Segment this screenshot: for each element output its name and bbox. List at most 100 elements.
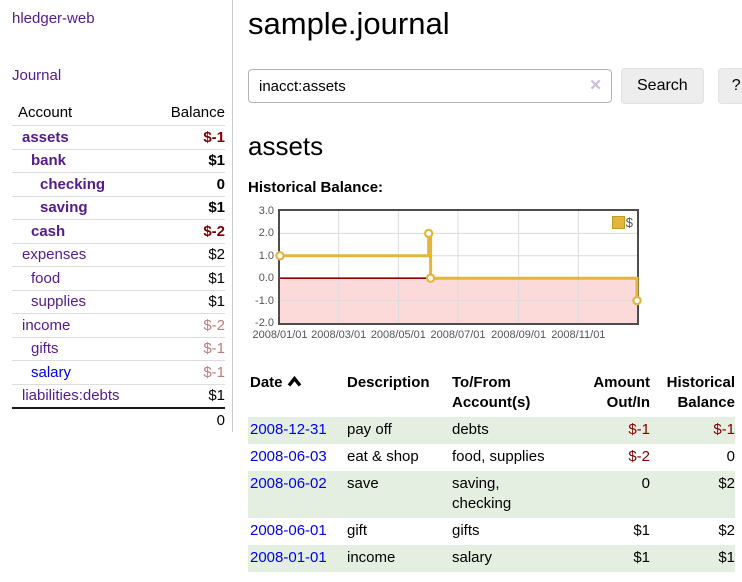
transaction-description: save	[347, 475, 379, 492]
transaction-description: income	[347, 549, 396, 566]
sidebar-account-income[interactable]: income	[22, 316, 71, 334]
chart-canvas	[275, 211, 642, 323]
transaction-date-link[interactable]: 2008-06-01	[250, 522, 327, 539]
chart-title: Historical Balance:	[248, 179, 384, 196]
account-balance: $-1	[148, 125, 225, 149]
transaction-date-link[interactable]: 2008-06-02	[250, 475, 327, 492]
sidebar-account-cash[interactable]: cash	[31, 222, 66, 240]
account-balance: 0	[148, 172, 225, 196]
sidebar-item-journal[interactable]: Journal	[12, 67, 62, 84]
y-tick-label: -2.0	[255, 317, 274, 329]
historical-balance-chart: 3.0 2.0 1.0 0.0 -1.0 -2.0 $ 2008/01/01 2008/03…	[248, 205, 742, 351]
account-row: supplies $1	[12, 289, 225, 314]
transaction-balance: 0	[726, 448, 735, 465]
sidebar-account-liabilities-debts[interactable]: liabilities:debts	[22, 387, 120, 404]
transaction-amount: $-2	[628, 448, 650, 465]
y-tick-label: 2.0	[258, 227, 274, 240]
x-tick-label: 2008/07/01	[430, 329, 486, 341]
account-row: cash $-2	[12, 219, 225, 243]
account-balance: $1	[148, 148, 225, 173]
legend-label: $	[625, 215, 633, 230]
transaction-balance: $2	[718, 475, 735, 492]
account-row: food $1	[12, 266, 225, 290]
account-balance: $-1	[148, 336, 225, 361]
register-row: 2008-06-01 gift gifts $1 $2	[248, 518, 735, 545]
main-content: sample.journal ✕ Search ? assets Histori…	[233, 0, 742, 572]
account-balance: $1	[148, 289, 225, 314]
search-button[interactable]: Search	[621, 68, 704, 104]
transaction-accounts: food, supplies	[452, 448, 545, 465]
register-row: 2008-06-02 save saving, checking 0 $2	[248, 471, 735, 518]
search-input[interactable]	[248, 69, 612, 103]
accounts-table: Account Balance assets $-1 bank $1 checking 0…	[12, 101, 225, 432]
accounts-col-balance: Balance	[170, 104, 225, 121]
sidebar-account-saving[interactable]: saving	[40, 199, 88, 216]
sidebar-account-checking[interactable]: checking	[40, 175, 106, 193]
accounts-total-row: 0	[12, 407, 225, 432]
transaction-accounts: saving, checking	[452, 475, 512, 512]
brand-link[interactable]: hledger-web	[12, 10, 95, 27]
transaction-description: gift	[347, 522, 368, 539]
account-balance: $1	[148, 195, 225, 220]
page-title: sample.journal	[248, 6, 450, 41]
transaction-date-link[interactable]: 2008-06-03	[250, 448, 327, 465]
sidebar-account-bank[interactable]: bank	[31, 152, 67, 169]
sidebar-account-assets[interactable]: assets	[22, 128, 69, 146]
sidebar-account-salary[interactable]: salary	[31, 363, 72, 381]
y-tick-label: -1.0	[255, 294, 274, 307]
y-tick-label: 3.0	[258, 205, 274, 217]
account-balance: $-2	[148, 219, 225, 243]
sidebar-account-supplies[interactable]: supplies	[31, 293, 87, 310]
transaction-accounts: salary	[452, 549, 493, 566]
chart-legend: $	[610, 215, 634, 230]
transaction-balance: $2	[718, 522, 735, 539]
transaction-accounts: debts	[452, 421, 489, 438]
sidebar-account-food[interactable]: food	[31, 269, 61, 287]
account-balance: $1	[148, 266, 225, 290]
register-col-accounts: To/From Account(s)	[452, 374, 531, 411]
account-balance: $2	[148, 242, 225, 267]
accounts-header-row: Account Balance	[12, 101, 225, 126]
x-tick-label: 2008/05/01	[370, 329, 426, 341]
account-row: saving $1	[12, 195, 225, 220]
clear-search-icon[interactable]: ✕	[589, 77, 602, 94]
x-tick-label: 2008/11/01	[551, 329, 606, 341]
x-tick-label: 2008/09/01	[491, 329, 547, 341]
transaction-description: pay off	[347, 421, 392, 438]
x-tick-label: 2008/01/01	[252, 329, 308, 341]
account-row: checking 0	[12, 172, 225, 196]
transaction-date-link[interactable]: 2008-12-31	[250, 421, 327, 438]
chart-plot-area: $	[275, 209, 642, 325]
account-balance: $1	[148, 383, 225, 408]
account-row: bank $1	[12, 148, 225, 173]
register-table: Date Description To/From Account(s) Amou…	[248, 371, 735, 572]
account-row: assets $-1	[12, 125, 225, 149]
y-tick-label: 0.0	[258, 272, 274, 285]
search-box: ✕	[248, 69, 612, 103]
account-row: liabilities:debts $1	[12, 383, 225, 408]
transaction-date-link[interactable]: 2008-01-01	[250, 549, 327, 566]
transaction-balance: $1	[718, 549, 735, 566]
accounts-col-account: Account	[18, 104, 73, 121]
transaction-amount: 0	[641, 475, 650, 492]
help-button[interactable]: ?	[717, 68, 742, 104]
transaction-description: eat & shop	[347, 448, 419, 465]
sidebar-account-gifts[interactable]: gifts	[31, 340, 59, 357]
account-row: income $-2	[12, 313, 225, 337]
transaction-balance: $-1	[713, 421, 735, 438]
account-heading: assets	[248, 131, 324, 161]
register-col-description: Description	[347, 374, 430, 391]
search-bar: ✕ Search ?	[248, 68, 742, 104]
transaction-accounts: gifts	[452, 522, 480, 539]
register-col-balance: Historical Balance	[666, 374, 735, 411]
account-row: gifts $-1	[12, 336, 225, 361]
sidebar-account-expenses[interactable]: expenses	[22, 246, 87, 263]
account-row: expenses $2	[12, 242, 225, 267]
x-tick-label: 2008/03/01	[311, 329, 367, 341]
register-col-amount: Amount Out/In	[593, 374, 650, 411]
accounts-total-balance: 0	[148, 407, 225, 432]
register-col-date[interactable]: Date	[248, 371, 345, 417]
account-balance: $-2	[148, 313, 225, 337]
transaction-amount: $1	[633, 522, 650, 539]
